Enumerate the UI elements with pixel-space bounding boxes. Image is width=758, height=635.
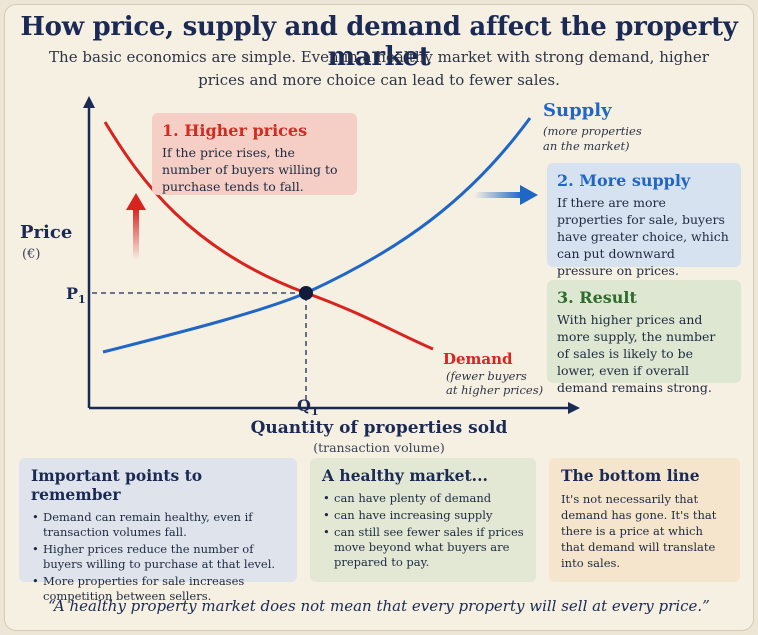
demand-label: Demand bbox=[443, 350, 513, 368]
higher-prices-title: 1. Higher prices bbox=[162, 121, 308, 140]
y-axis-unit: (€) bbox=[22, 247, 41, 262]
supply-increase-arrow-icon bbox=[520, 185, 538, 205]
important-points-panel: Important points to remember Demand can … bbox=[19, 458, 297, 603]
price-rise-arrow-shaft bbox=[133, 208, 139, 260]
supply-note: (more properties an the market) bbox=[543, 124, 642, 153]
supply-increase-arrow-shaft bbox=[474, 192, 522, 198]
list-item: can still see fewer sales if prices move… bbox=[322, 525, 524, 570]
result-callout: 3. Result With higher prices and more su… bbox=[547, 280, 741, 395]
demand-curve bbox=[103, 121, 434, 351]
list-item: Demand can remain healthy, even if trans… bbox=[31, 510, 285, 540]
price-rise-arrow-icon bbox=[126, 193, 146, 210]
page-title: How price, supply and demand affect the … bbox=[20, 12, 738, 72]
higher-prices-callout: 1. Higher prices If the price rises, the… bbox=[152, 113, 357, 195]
important-points-title: Important points to remember bbox=[31, 466, 203, 504]
higher-prices-text: If the price rises, the number of buyers… bbox=[162, 145, 338, 194]
supply-label: Supply bbox=[543, 100, 612, 121]
result-text: With higher prices and more supply, the … bbox=[557, 312, 716, 395]
equilibrium-point bbox=[299, 286, 313, 300]
closing-quote: “A healthy property market does not mean… bbox=[48, 597, 710, 615]
more-supply-text: If there are more properties for sale, b… bbox=[557, 195, 729, 278]
list-item: More properties for sale increases compe… bbox=[31, 574, 285, 604]
list-item: Higher prices reduce the number of buyer… bbox=[31, 542, 285, 572]
y-axis-label: Price bbox=[20, 222, 73, 243]
bottom-line-title: The bottom line bbox=[561, 466, 700, 485]
demand-note: (fewer buyers at higher prices) bbox=[446, 369, 544, 397]
list-item: can have plenty of demand bbox=[322, 491, 524, 506]
price-tick-label: P1 bbox=[66, 284, 86, 307]
x-axis-sublabel: (transaction volume) bbox=[313, 440, 445, 455]
list-item: can have increasing supply bbox=[322, 508, 524, 523]
healthy-market-panel: A healthy market... can have plenty of d… bbox=[310, 458, 536, 582]
supply-curve bbox=[102, 117, 532, 354]
more-supply-title: 2. More supply bbox=[557, 171, 691, 190]
bottom-line-panel: The bottom line It's not necessarily tha… bbox=[549, 458, 740, 582]
healthy-market-title: A healthy market... bbox=[322, 466, 488, 485]
x-axis-label: Quantity of properties sold bbox=[250, 418, 508, 438]
bottom-line-text: It's not necessarily that demand has gon… bbox=[561, 492, 717, 570]
quantity-tick-label: Q1 bbox=[297, 396, 319, 419]
page-subtitle: The basic economics are simple. Even in … bbox=[49, 48, 709, 89]
x-axis-arrow-icon bbox=[568, 402, 580, 414]
y-axis-arrow-icon bbox=[83, 96, 95, 108]
result-title: 3. Result bbox=[557, 288, 637, 307]
more-supply-callout: 2. More supply If there are more propert… bbox=[547, 163, 741, 278]
